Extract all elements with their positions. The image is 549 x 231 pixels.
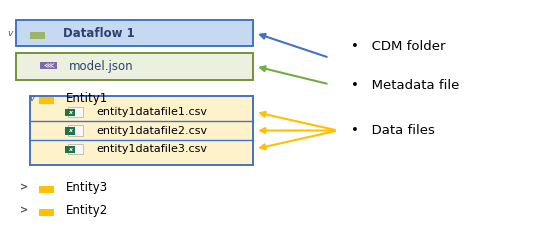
Text: >: > — [20, 182, 27, 192]
Bar — [68, 125, 83, 136]
Text: •   Metadata file: • Metadata file — [351, 79, 460, 92]
Text: >: > — [20, 205, 27, 215]
Text: Entity2: Entity2 — [66, 204, 108, 217]
Text: entity1datafile2.csv: entity1datafile2.csv — [96, 125, 207, 136]
Bar — [39, 97, 54, 104]
Bar — [40, 62, 57, 70]
Text: x: x — [68, 128, 72, 133]
Bar — [39, 186, 46, 188]
Bar — [39, 209, 46, 212]
Text: ⋘: ⋘ — [43, 61, 54, 70]
Text: x: x — [68, 147, 72, 152]
Text: model.json: model.json — [69, 60, 133, 73]
Bar — [39, 210, 54, 216]
Bar — [30, 96, 253, 165]
Bar — [65, 146, 75, 153]
Text: entity1datafile3.csv: entity1datafile3.csv — [96, 144, 207, 154]
Bar — [39, 97, 46, 100]
Bar — [16, 53, 253, 80]
Text: Entity1: Entity1 — [66, 92, 108, 105]
Text: v: v — [7, 29, 13, 37]
Text: Dataflow 1: Dataflow 1 — [63, 27, 135, 40]
Bar — [65, 127, 75, 134]
Text: x: x — [68, 110, 72, 115]
Bar — [68, 107, 83, 117]
Bar — [65, 109, 75, 116]
Bar — [30, 32, 37, 34]
Text: Entity3: Entity3 — [66, 181, 108, 194]
Text: entity1datafile1.csv: entity1datafile1.csv — [96, 107, 207, 117]
Text: •   CDM folder: • CDM folder — [351, 40, 446, 53]
Bar — [68, 144, 83, 154]
Bar — [30, 32, 45, 39]
Bar — [16, 20, 253, 46]
Text: v: v — [29, 94, 35, 103]
Text: •   Data files: • Data files — [351, 124, 435, 137]
Bar — [39, 186, 54, 193]
